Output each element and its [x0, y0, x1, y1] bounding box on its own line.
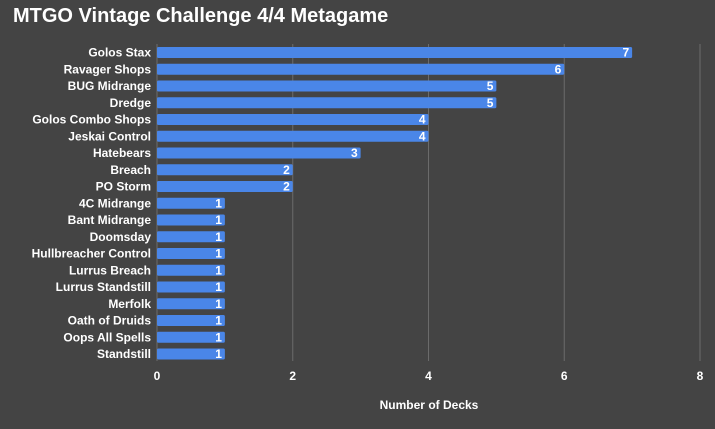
bar-value-label: 6: [555, 62, 562, 76]
category-label: Dredge: [110, 96, 152, 110]
category-label: Standstill: [97, 347, 151, 361]
bar-value-label: 2: [283, 163, 290, 177]
bar-value-label: 4: [419, 129, 426, 143]
category-label: Bant Midrange: [68, 213, 152, 227]
category-label: Breach: [110, 163, 151, 177]
bar-value-label: 1: [215, 213, 222, 227]
bar-value-label: 1: [215, 330, 222, 344]
bar: [157, 114, 429, 125]
bar: [157, 248, 225, 259]
x-axis-ticks: 0 2 4 6 8: [154, 369, 704, 383]
bar: [157, 130, 429, 142]
category-label: BUG Midrange: [68, 79, 152, 93]
bar: [157, 315, 225, 326]
x-tick-label: 4: [425, 369, 432, 383]
bar: [157, 147, 361, 159]
bar-value-label: 1: [215, 263, 222, 277]
category-label: Lurrus Breach: [69, 263, 151, 277]
category-label: Lurrus Standstill: [56, 280, 151, 294]
category-label: Hatebears: [93, 146, 151, 160]
bar: [157, 264, 225, 276]
bar-value-label: 1: [215, 297, 222, 311]
bar-value-label: 7: [622, 46, 629, 60]
bar: [157, 164, 293, 176]
bar-series: 7 6 5 5 4 4 3 2 2 1 1 1 1 1 1 1 1 1 1: [157, 46, 633, 361]
bar: [157, 80, 497, 92]
bar: [157, 231, 225, 243]
bar: [157, 97, 497, 109]
bar-value-label: 1: [215, 196, 222, 210]
bar-value-label: 4: [419, 113, 426, 127]
category-label: Golos Combo Shops: [32, 113, 151, 127]
bar-value-label: 1: [215, 247, 222, 261]
bar: [157, 348, 225, 360]
bar: [157, 331, 225, 343]
bar: [157, 214, 225, 226]
category-label: Ravager Shops: [64, 62, 152, 76]
bar: [157, 47, 633, 58]
bar: [157, 197, 225, 209]
bar-value-label: 1: [215, 314, 222, 328]
bar: [157, 281, 225, 293]
x-tick-label: 6: [561, 369, 568, 383]
chart-title: MTGO Vintage Challenge 4/4 Metagame: [13, 5, 388, 27]
x-tick-label: 0: [154, 369, 161, 383]
category-label: Doomsday: [90, 230, 152, 244]
bar: [157, 63, 565, 75]
bar-value-label: 2: [283, 180, 290, 194]
bar-value-label: 1: [215, 347, 222, 361]
category-label: Hullbreacher Control: [32, 247, 151, 261]
bar: [157, 181, 293, 192]
category-label: Oops All Spells: [63, 330, 151, 344]
category-label: Oath of Druids: [68, 314, 152, 328]
bar: [157, 298, 225, 310]
category-label: Golos Stax: [88, 46, 151, 60]
gridlines: [156, 44, 701, 361]
bar-value-label: 1: [215, 280, 222, 294]
x-tick-label: 8: [697, 369, 704, 383]
category-label: 4C Midrange: [79, 196, 151, 210]
bar-value-label: 5: [487, 79, 494, 93]
bar-value-label: 3: [351, 146, 358, 160]
x-tick-label: 2: [289, 369, 296, 383]
bar-value-label: 5: [487, 96, 494, 110]
category-label: PO Storm: [96, 180, 151, 194]
x-axis-title: Number of Decks: [380, 398, 479, 412]
category-label: Merfolk: [108, 297, 151, 311]
category-label: Jeskai Control: [68, 129, 151, 143]
category-labels: Golos Stax Ravager Shops BUG Midrange Dredg…: [32, 46, 152, 362]
bar-value-label: 1: [215, 230, 222, 244]
